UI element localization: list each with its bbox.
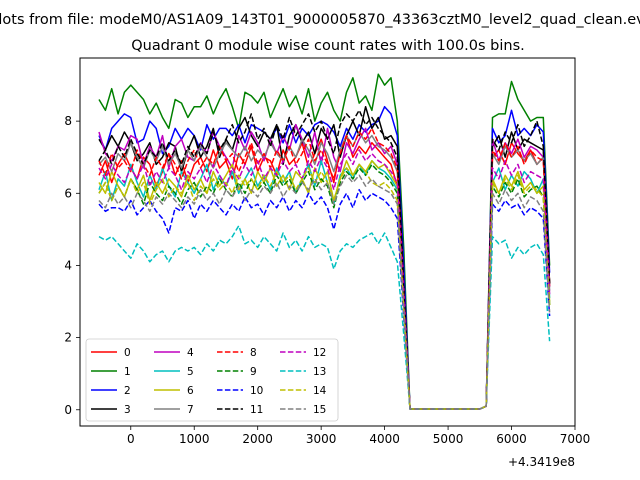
legend-label-2: 2 xyxy=(124,385,131,397)
legend-box xyxy=(85,338,339,422)
y-tick-label: 4 xyxy=(64,258,72,272)
legend-label-6: 6 xyxy=(187,385,194,397)
legend-label-13: 13 xyxy=(313,366,326,378)
series-line-15 xyxy=(98,174,551,410)
y-axis: 0 2 4 6 8 xyxy=(64,114,80,417)
x-tick-label: 3000 xyxy=(306,432,337,446)
legend-label-14: 14 xyxy=(313,385,327,397)
x-tick-label: 6000 xyxy=(496,432,527,446)
series-line-8 xyxy=(98,127,551,410)
legend-label-8: 8 xyxy=(250,347,257,359)
legend-label-4: 4 xyxy=(187,347,194,359)
axes-frame xyxy=(79,57,576,427)
legend-label-9: 9 xyxy=(250,366,257,378)
x-tick-label: 2000 xyxy=(242,432,273,446)
x-tick-label: 7000 xyxy=(560,432,591,446)
y-tick-label: 8 xyxy=(64,114,72,128)
legend-label-15: 15 xyxy=(313,404,326,416)
legend-label-1: 1 xyxy=(124,366,131,378)
legend-label-10: 10 xyxy=(250,385,263,397)
legend-label-3: 3 xyxy=(124,404,131,416)
x-tick-label: 5000 xyxy=(433,432,464,446)
legend-label-11: 11 xyxy=(250,404,263,416)
legend-label-7: 7 xyxy=(187,404,194,416)
figure-suptitle: Plots from file: modeM0/AS1A09_143T01_90… xyxy=(0,12,640,28)
y-tick-label: 6 xyxy=(64,186,72,200)
x-tick-label: 1000 xyxy=(179,432,210,446)
y-tick-label: 2 xyxy=(64,331,72,345)
legend-label-0: 0 xyxy=(124,347,131,359)
legend-label-12: 12 xyxy=(313,347,326,359)
series-line-10 xyxy=(98,188,551,410)
x-tick-label: 0 xyxy=(127,432,135,446)
series-line-12 xyxy=(98,149,551,410)
y-tick-label: 0 xyxy=(64,403,72,417)
x-axis: 0 1000 2000 3000 4000 5000 6000 7000 xyxy=(127,426,590,446)
series-layer xyxy=(98,73,551,410)
chart-title: Quadrant 0 module wise count rates with … xyxy=(131,38,525,54)
x-axis-offset-label: +4.3419e8 xyxy=(508,455,575,469)
legend-label-5: 5 xyxy=(187,366,194,378)
x-tick-label: 4000 xyxy=(369,432,400,446)
